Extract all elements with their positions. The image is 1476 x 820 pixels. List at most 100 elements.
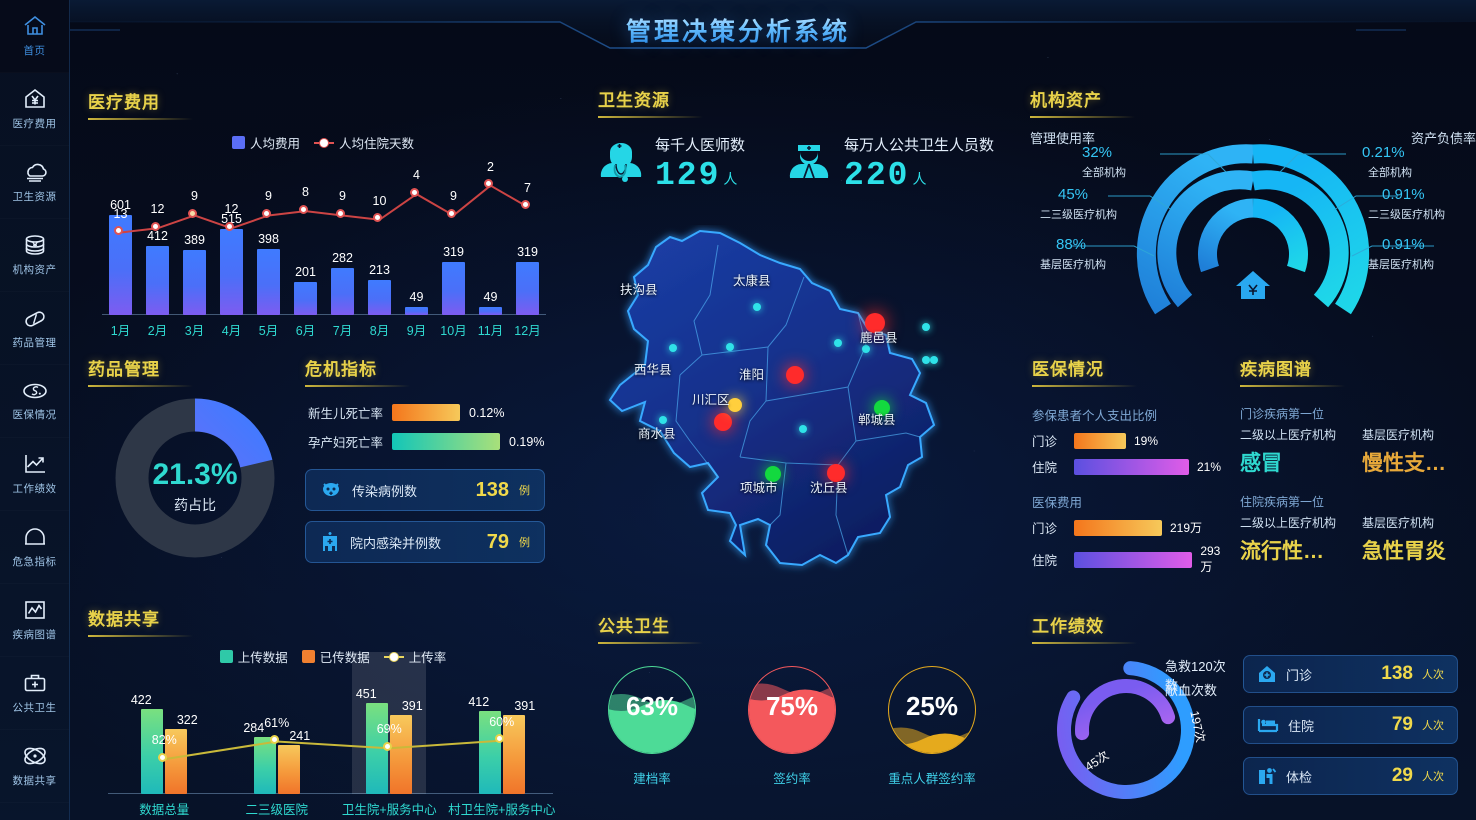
stat-unit: 人	[912, 171, 927, 187]
col-header: 二级以上医疗机构	[1240, 428, 1337, 442]
infectious-case-card[interactable]: 传染病例数 138 例	[305, 469, 545, 511]
map-marker[interactable]	[862, 345, 870, 353]
medical-cost-panel: 医疗费用 人均费用 人均住院天数 601 1月 412 2月 389 3月 515 4月 398…	[88, 88, 558, 343]
map-region-label: 沈丘县	[810, 481, 848, 495]
line-value-label: 82%	[151, 733, 177, 748]
card-label: 门诊	[1286, 667, 1313, 683]
col-value: 慢性支…	[1362, 452, 1446, 475]
card-value: 79	[486, 530, 509, 553]
sidebar-item-crisis[interactable]: 危急指标	[0, 511, 69, 584]
map-region-label: 商水县	[638, 427, 676, 441]
map-region-label: 淮阳	[739, 368, 765, 382]
map-marker[interactable]	[753, 303, 761, 311]
nosocomial-infection-card[interactable]: 院内感染并例数 79 例	[305, 521, 545, 563]
map-region-label: 西华县	[634, 363, 672, 377]
bar-upload	[141, 708, 164, 794]
sidebar-item-performance[interactable]: 工作绩效	[0, 438, 69, 511]
right-label-0: 全部机构	[1368, 167, 1412, 179]
disease-col: 二级以上医疗机构 感冒	[1240, 426, 1348, 477]
map-region-label: 郸城县	[858, 413, 896, 427]
insurance-row: 门诊 19%	[1032, 431, 1232, 450]
medkit-icon	[24, 674, 45, 692]
map-marker[interactable]	[930, 356, 938, 364]
map-marker[interactable]	[726, 343, 734, 351]
performance-title: 工作绩效	[1032, 617, 1104, 636]
nurse-icon	[789, 145, 829, 179]
sidebar-item-disease[interactable]: 疾病图谱	[0, 584, 69, 657]
app-header: 管理决策分析系统	[0, 0, 1476, 62]
inpatient-expense-bar	[1074, 458, 1189, 475]
line-point	[521, 200, 530, 210]
crisis-bar-row: 新生儿死亡率 0.12%	[305, 403, 570, 422]
checkup-stat-card[interactable]: 体检 29 人次	[1243, 757, 1458, 795]
col-value: 流行性…	[1240, 540, 1324, 563]
map-overlay: 扶沟县 太康县 西华县 淮阳 川汇区 商水县 鹿邑县 郸城县 项城市 沈丘县	[590, 225, 990, 620]
map-marker[interactable]	[786, 366, 804, 384]
sidebar-item-public-health[interactable]: 公共卫生	[0, 657, 69, 730]
sidebar-item-health-resource[interactable]: 卫生资源	[0, 146, 69, 219]
inpatient-stat-card[interactable]: 住院 79 人次	[1243, 706, 1458, 744]
disease-panel: 疾病图谱 门诊疾病第一位 二级以上医疗机构 感冒 基层医疗机构 慢性支… 住院疾…	[1240, 355, 1476, 595]
sidebar-item-institution-asset[interactable]: 机构资产	[0, 219, 69, 292]
x-axis-label: 数据总量	[139, 803, 190, 817]
line-point	[382, 741, 392, 751]
title-underline	[1240, 385, 1345, 387]
crisis-bar-row: 孕产妇死亡率 0.19%	[305, 432, 570, 451]
map-marker[interactable]	[714, 413, 732, 431]
crisis-bar-label: 孕产妇死亡率	[307, 436, 383, 450]
sidebar-item-label: 药品管理	[12, 337, 57, 349]
sidebar-item-data-share[interactable]: 数据共享	[0, 730, 69, 803]
sidebar-item-home[interactable]: 首页	[0, 0, 69, 73]
title-underline	[1032, 642, 1137, 644]
bar-value-label: 213	[369, 262, 390, 277]
title-underline	[598, 642, 703, 644]
performance-panel: 工作绩效 急救120次数 献血次数 197次 45次	[1032, 612, 1237, 820]
sidebar-item-drug-management[interactable]: 药品管理	[0, 292, 69, 365]
doctors-per-thousand-stat: 每千人医师数 129 人	[598, 134, 745, 194]
left-value-1: 45%	[1058, 186, 1089, 203]
gauge-value: 75%	[765, 691, 819, 721]
outpatient-stat-card[interactable]: 门诊 138 人次	[1243, 655, 1458, 693]
bar-upload	[253, 736, 276, 794]
sidebar-item-insurance[interactable]: 医保情况	[0, 365, 69, 438]
line-value-label: 8	[302, 185, 309, 200]
map-marker[interactable]	[799, 425, 807, 433]
insurance-group2-title: 医保费用	[1032, 496, 1083, 510]
left-value-2: 88%	[1056, 236, 1087, 253]
line-value-label: 7	[524, 180, 531, 195]
bar	[405, 306, 428, 315]
bar-value-label: 201	[295, 264, 316, 279]
map-marker[interactable]	[728, 398, 742, 412]
map-marker[interactable]	[922, 323, 930, 331]
sidebar: 首页 医疗费用 卫生资源 机构资产 药品管理	[0, 0, 70, 820]
insurance-title: 医保情况	[1032, 360, 1104, 379]
sidebar-item-label: 卫生资源	[12, 191, 57, 203]
data-share-chart: 422 322 数据总量 284 241 二三级医院 451 391 卫生院+服务中心 412 39…	[88, 647, 578, 820]
title-underline	[88, 118, 193, 120]
card-label: 院内感染并例数	[350, 535, 442, 551]
title-underline	[1030, 116, 1135, 118]
map-marker[interactable]	[922, 356, 930, 364]
card-unit: 人次	[1422, 720, 1444, 732]
x-axis-label: 12月	[514, 324, 541, 338]
sidebar-item-medical-cost[interactable]: 医疗费用	[0, 73, 69, 146]
card-label: 体检	[1286, 769, 1313, 785]
right-value-2: 0.91%	[1382, 236, 1425, 253]
drug-ratio-label: 药占比	[174, 497, 216, 513]
line-point	[225, 221, 234, 231]
medical-cost-title: 医疗费用	[88, 93, 160, 112]
bar-value-label: 49	[409, 289, 424, 304]
title-underline	[88, 635, 193, 637]
row-label: 门诊	[1032, 522, 1058, 536]
bar-value-label: 241	[289, 729, 311, 744]
row-label: 住院	[1032, 461, 1058, 475]
bar-value-label: 389	[184, 233, 205, 248]
sidebar-item-label: 机构资产	[12, 264, 57, 276]
map-marker[interactable]	[834, 339, 842, 347]
title-underline	[88, 385, 193, 387]
map-region-label: 太康县	[733, 274, 771, 288]
card-unit: 人次	[1422, 771, 1444, 783]
disease-group1-title: 门诊疾病第一位	[1240, 407, 1325, 421]
map-marker[interactable]	[669, 344, 677, 352]
disease-col: 基层医疗机构 慢性支…	[1362, 426, 1470, 477]
